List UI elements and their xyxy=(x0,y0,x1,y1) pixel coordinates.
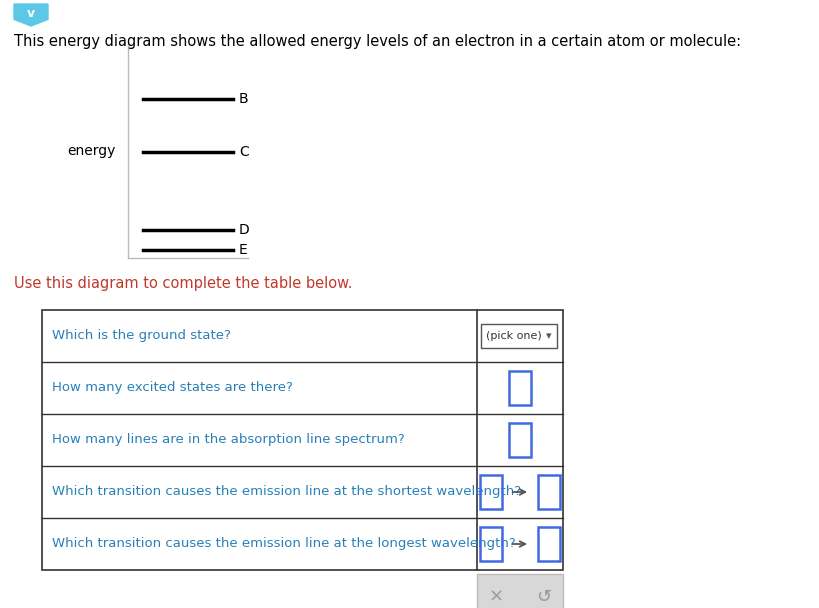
Bar xyxy=(479,527,501,561)
Text: (pick one): (pick one) xyxy=(486,331,541,341)
Bar xyxy=(42,310,563,570)
Text: How many excited states are there?: How many excited states are there? xyxy=(52,381,292,395)
Text: ▾: ▾ xyxy=(545,331,551,341)
Text: D: D xyxy=(238,223,250,237)
Text: E: E xyxy=(238,243,247,257)
Text: v: v xyxy=(27,7,35,21)
Bar xyxy=(479,475,501,509)
Text: B: B xyxy=(238,92,248,106)
Text: ↺: ↺ xyxy=(536,588,551,606)
Text: Use this diagram to complete the table below.: Use this diagram to complete the table b… xyxy=(14,276,352,291)
Text: ×: × xyxy=(488,588,503,606)
Text: Which transition causes the emission line at the longest wavelength?: Which transition causes the emission lin… xyxy=(52,537,515,550)
Bar xyxy=(509,371,531,405)
Text: C: C xyxy=(238,145,248,159)
Bar xyxy=(537,475,559,509)
Text: Which is the ground state?: Which is the ground state? xyxy=(52,330,231,342)
Bar xyxy=(537,527,559,561)
Polygon shape xyxy=(14,4,48,26)
Text: This energy diagram shows the allowed energy levels of an electron in a certain : This energy diagram shows the allowed en… xyxy=(14,34,740,49)
Text: How many lines are in the absorption line spectrum?: How many lines are in the absorption lin… xyxy=(52,434,405,446)
Bar xyxy=(509,423,531,457)
Bar xyxy=(481,324,556,348)
Bar xyxy=(477,574,563,608)
Text: Which transition causes the emission line at the shortest wavelength?: Which transition causes the emission lin… xyxy=(52,486,521,499)
Text: energy: energy xyxy=(67,144,115,158)
